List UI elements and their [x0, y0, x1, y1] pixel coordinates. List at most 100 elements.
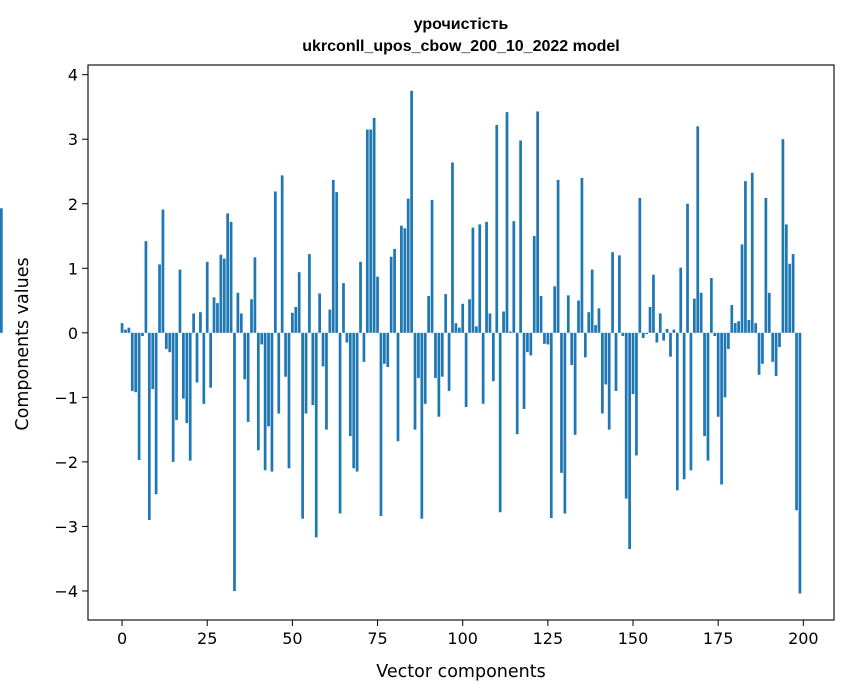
bar	[273, 191, 277, 333]
bar	[205, 261, 209, 333]
bar	[195, 332, 199, 383]
bar	[767, 292, 771, 333]
bar	[338, 332, 342, 514]
bar	[675, 332, 679, 491]
y-tick-label: −4	[54, 582, 78, 601]
x-axis-label: Vector components	[376, 662, 545, 682]
bar	[321, 332, 325, 367]
bar	[301, 332, 304, 519]
bar	[239, 313, 243, 333]
bar	[529, 332, 533, 356]
bar	[291, 312, 294, 333]
bar	[396, 332, 400, 442]
bar	[400, 225, 403, 333]
bar	[505, 112, 509, 333]
bar	[144, 241, 148, 333]
bar	[635, 332, 638, 456]
x-tick-label: 25	[197, 629, 217, 648]
bar	[141, 332, 144, 337]
bar	[437, 332, 441, 417]
bar	[750, 172, 754, 333]
x-tick-label: 100	[447, 629, 478, 648]
bar	[699, 292, 703, 333]
bar	[417, 332, 420, 378]
bar	[727, 332, 730, 349]
bar	[604, 332, 608, 385]
bar	[771, 332, 775, 362]
bar	[706, 332, 710, 461]
bar	[679, 267, 683, 333]
bar	[716, 332, 720, 417]
bar	[192, 313, 195, 333]
bar	[410, 90, 413, 333]
bar	[577, 300, 580, 333]
bar	[444, 294, 448, 333]
bar	[519, 140, 522, 333]
bar	[236, 292, 240, 333]
bar	[556, 179, 560, 333]
y-tick-label: 0	[68, 324, 78, 343]
bar	[297, 272, 301, 333]
bar	[120, 323, 124, 333]
bar	[260, 332, 264, 345]
bar	[130, 332, 134, 391]
bar	[134, 332, 138, 393]
bar	[672, 329, 676, 333]
bar	[536, 111, 540, 333]
bar	[328, 309, 332, 333]
bar	[583, 332, 587, 358]
bar	[628, 332, 631, 550]
y-tick-label: 2	[68, 195, 78, 214]
y-tick-label: 4	[68, 66, 78, 85]
bar	[737, 321, 740, 333]
bar	[263, 332, 267, 471]
bar	[246, 332, 250, 422]
bar	[199, 312, 202, 333]
bar	[624, 332, 628, 499]
bar	[287, 332, 291, 469]
bar	[464, 332, 468, 408]
bar	[539, 296, 543, 333]
bar	[216, 303, 219, 333]
bar	[692, 298, 696, 333]
bar	[795, 332, 798, 511]
bar	[611, 252, 614, 333]
bar	[325, 332, 328, 430]
bar	[474, 326, 478, 333]
bar	[151, 332, 155, 389]
bar	[154, 332, 158, 495]
bar	[665, 328, 669, 333]
x-axis: 0 25 50 75 100 125 150 175 200	[117, 620, 819, 648]
bar	[566, 295, 570, 333]
bar	[641, 332, 645, 338]
bar	[451, 162, 454, 333]
bar	[342, 283, 345, 333]
bar	[573, 332, 577, 435]
bar	[335, 192, 339, 333]
bar	[413, 332, 417, 430]
bar	[549, 332, 553, 519]
bar	[645, 332, 649, 335]
y-tick-label: −3	[54, 517, 78, 536]
bar	[744, 181, 747, 333]
bar	[253, 257, 257, 333]
bar	[304, 332, 308, 414]
bar	[682, 332, 686, 480]
x-tick-label: 75	[367, 629, 387, 648]
bar	[788, 263, 792, 333]
bar	[124, 329, 127, 333]
bar	[461, 303, 465, 333]
bar	[543, 332, 546, 344]
bar	[747, 319, 751, 333]
plot-frame	[87, 64, 835, 621]
bar	[256, 332, 260, 451]
x-tick-label: 50	[282, 629, 302, 648]
bar	[420, 332, 424, 519]
bar	[178, 269, 182, 333]
chart-subtitle: ukrconll_upos_cbow_200_10_2022 model	[302, 38, 619, 55]
bar	[226, 213, 230, 333]
bar	[209, 332, 212, 388]
bar	[158, 264, 161, 333]
bar	[270, 332, 274, 472]
y-tick-label: −2	[54, 453, 78, 472]
